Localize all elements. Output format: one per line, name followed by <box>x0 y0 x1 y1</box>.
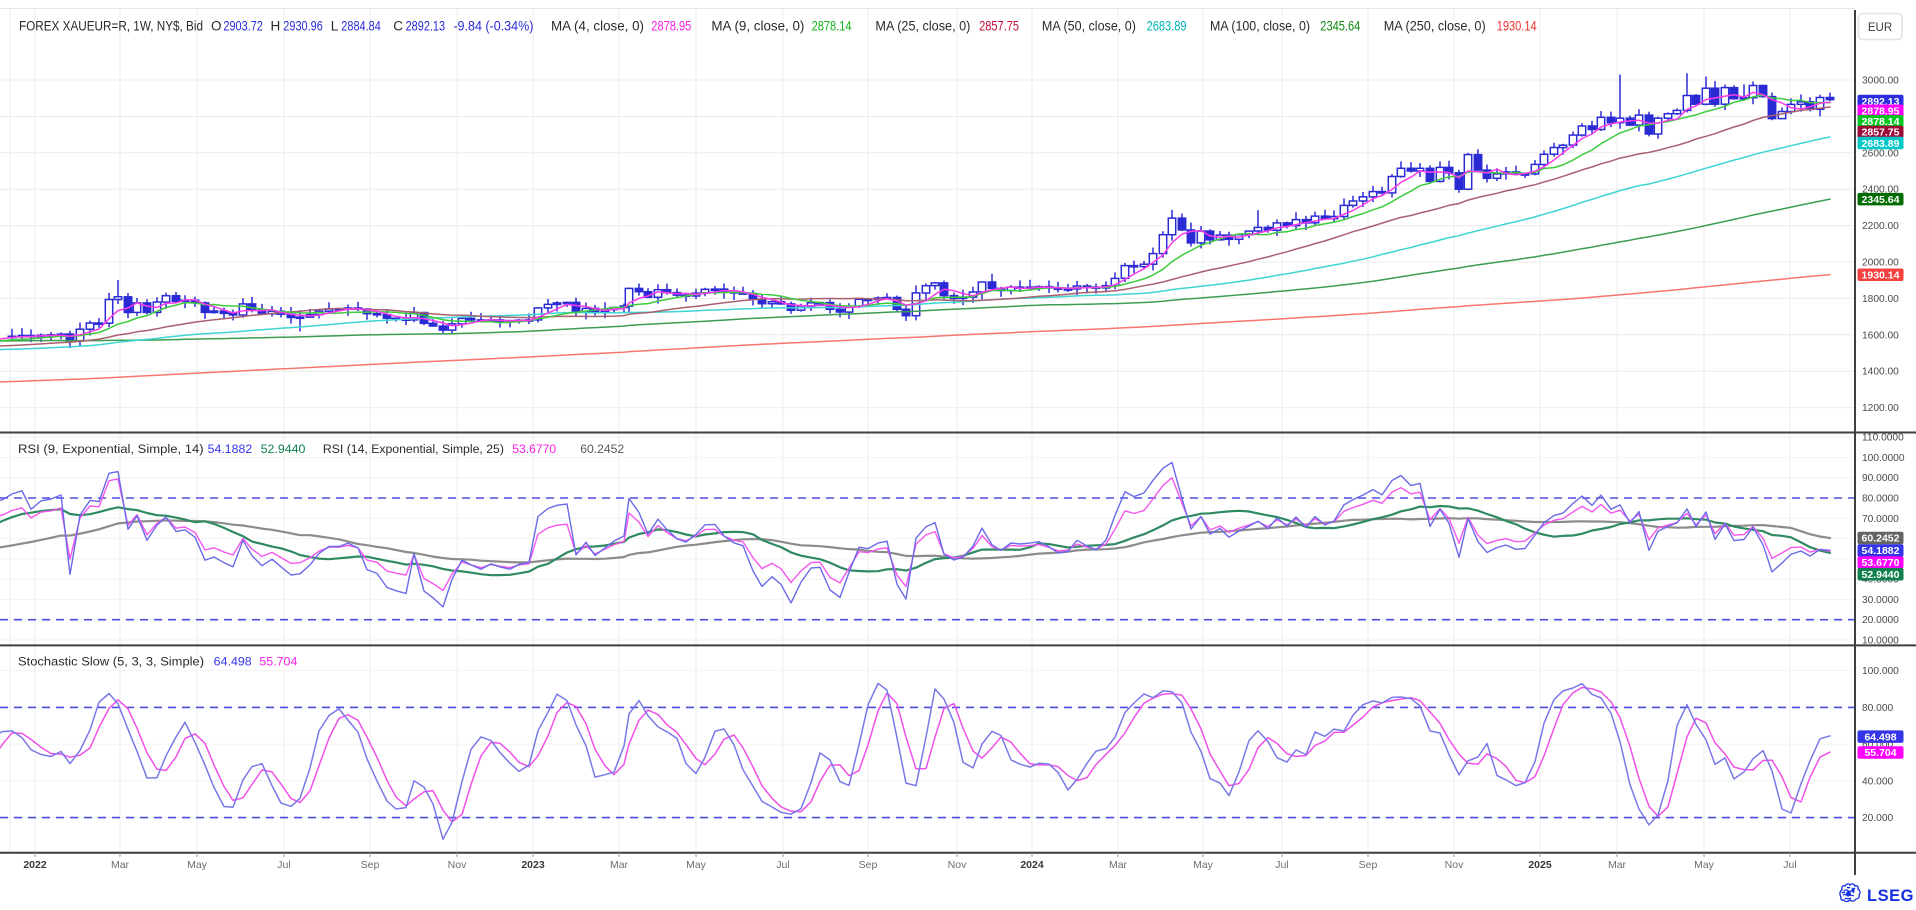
svg-text:MA (100, close, 0): MA (100, close, 0) <box>1210 19 1310 34</box>
svg-text:64.498: 64.498 <box>214 655 252 669</box>
svg-text:RSI (9, Exponential, Simple, 1: RSI (9, Exponential, Simple, 14) <box>18 442 204 456</box>
svg-text:2022: 2022 <box>23 859 47 871</box>
svg-text:100.000: 100.000 <box>1862 666 1899 677</box>
svg-text:H: H <box>271 19 281 34</box>
svg-text:2892.13: 2892.13 <box>406 19 446 34</box>
svg-text:May: May <box>1193 859 1214 871</box>
svg-text:2857.75: 2857.75 <box>979 19 1019 34</box>
svg-text:Nov: Nov <box>1445 859 1464 871</box>
svg-text:Sep: Sep <box>859 859 878 871</box>
svg-text:2345.64: 2345.64 <box>1862 194 1900 206</box>
svg-text:2025: 2025 <box>1528 859 1552 871</box>
svg-text:Sep: Sep <box>1359 859 1378 871</box>
svg-text:20.000: 20.000 <box>1862 813 1893 824</box>
svg-text:Jul: Jul <box>776 859 789 871</box>
svg-text:40.000: 40.000 <box>1862 776 1893 787</box>
svg-text:O: O <box>211 19 222 34</box>
svg-text:2878.14: 2878.14 <box>1862 116 1900 128</box>
svg-text:100.0000: 100.0000 <box>1862 453 1905 464</box>
svg-text:60.2452: 60.2452 <box>580 442 624 456</box>
svg-text:52.9440: 52.9440 <box>261 442 306 456</box>
svg-text:2024: 2024 <box>1020 859 1044 871</box>
svg-text:Mar: Mar <box>111 859 130 871</box>
svg-text:2857.75: 2857.75 <box>1862 127 1900 139</box>
svg-text:Mar: Mar <box>610 859 629 871</box>
svg-text:Nov: Nov <box>448 859 467 871</box>
svg-text:May: May <box>1694 859 1715 871</box>
svg-text:53.6770: 53.6770 <box>1862 557 1900 569</box>
svg-text:30.0000: 30.0000 <box>1862 595 1899 606</box>
svg-text:Stochastic Slow (5, 3, 3, Simp: Stochastic Slow (5, 3, 3, Simple) <box>18 655 204 669</box>
svg-text:Jul: Jul <box>277 859 290 871</box>
svg-text:RSI (14, Exponential, Simple,: RSI (14, Exponential, Simple, 25) <box>323 442 504 456</box>
svg-text:MA (4, close, 0): MA (4, close, 0) <box>551 19 644 34</box>
svg-text:Mar: Mar <box>1109 859 1128 871</box>
svg-text:-9.84 (-0.34%): -9.84 (-0.34%) <box>453 19 533 34</box>
svg-text:2903.72: 2903.72 <box>223 19 263 34</box>
svg-text:2878.14: 2878.14 <box>812 19 852 34</box>
svg-text:1200.00: 1200.00 <box>1862 403 1899 414</box>
svg-text:2878.95: 2878.95 <box>651 19 691 34</box>
svg-text:Mar: Mar <box>1608 859 1627 871</box>
svg-text:2884.84: 2884.84 <box>341 19 381 34</box>
svg-text:Jul: Jul <box>1783 859 1796 871</box>
svg-text:55.704: 55.704 <box>1864 747 1896 759</box>
svg-text:EUR: EUR <box>1868 22 1892 34</box>
svg-text:May: May <box>187 859 208 871</box>
svg-text:53.6770: 53.6770 <box>512 442 556 456</box>
svg-text:52.9440: 52.9440 <box>1862 569 1900 581</box>
svg-text:110.0000: 110.0000 <box>1862 433 1904 444</box>
svg-text:20.0000: 20.0000 <box>1862 615 1899 626</box>
svg-text:2345.64: 2345.64 <box>1320 19 1360 34</box>
svg-text:MA (50, close, 0): MA (50, close, 0) <box>1042 19 1136 34</box>
svg-text:2683.89: 2683.89 <box>1147 19 1187 34</box>
svg-text:Jul: Jul <box>1275 859 1288 871</box>
svg-text:54.1882: 54.1882 <box>208 442 253 456</box>
svg-text:80.0000: 80.0000 <box>1862 494 1899 505</box>
svg-text:MA (25, close, 0): MA (25, close, 0) <box>875 19 970 34</box>
svg-text:MA (250, close, 0): MA (250, close, 0) <box>1384 19 1486 34</box>
svg-text:1800.00: 1800.00 <box>1862 294 1899 305</box>
svg-text:70.0000: 70.0000 <box>1862 514 1899 525</box>
svg-text:54.1882: 54.1882 <box>1862 545 1900 557</box>
svg-text:1400.00: 1400.00 <box>1862 367 1899 378</box>
svg-text:2878.95: 2878.95 <box>1862 106 1900 118</box>
svg-text:2023: 2023 <box>521 859 545 871</box>
svg-text:60.2452: 60.2452 <box>1862 533 1900 545</box>
svg-text:MA (9, close, 0): MA (9, close, 0) <box>711 19 804 34</box>
svg-text:2000.00: 2000.00 <box>1862 258 1899 269</box>
svg-text:2930.96: 2930.96 <box>283 19 323 34</box>
svg-text:2400.00: 2400.00 <box>1862 185 1899 196</box>
svg-text:L: L <box>331 19 339 34</box>
svg-text:FOREX XAUEUR=R, 1W, NY$, Bid: FOREX XAUEUR=R, 1W, NY$, Bid <box>19 19 203 34</box>
svg-text:2683.89: 2683.89 <box>1862 138 1900 150</box>
svg-text:May: May <box>686 859 707 871</box>
svg-text:1600.00: 1600.00 <box>1862 330 1899 341</box>
svg-text:2600.00: 2600.00 <box>1862 148 1899 159</box>
svg-text:LSEG: LSEG <box>1867 887 1914 905</box>
svg-text:60.000: 60.000 <box>1862 740 1893 751</box>
svg-text:55.704: 55.704 <box>259 655 297 669</box>
svg-text:Nov: Nov <box>948 859 967 871</box>
svg-text:1930.14: 1930.14 <box>1497 19 1537 34</box>
svg-text:80.000: 80.000 <box>1862 703 1893 714</box>
svg-text:10.0000: 10.0000 <box>1862 636 1899 647</box>
svg-text:C: C <box>393 19 403 34</box>
svg-text:64.498: 64.498 <box>1864 731 1896 743</box>
svg-text:90.0000: 90.0000 <box>1862 473 1899 484</box>
svg-text:2200.00: 2200.00 <box>1862 221 1899 232</box>
svg-text:3000.00: 3000.00 <box>1862 76 1899 87</box>
svg-text:1930.14: 1930.14 <box>1862 270 1900 282</box>
svg-text:Sep: Sep <box>361 859 380 871</box>
